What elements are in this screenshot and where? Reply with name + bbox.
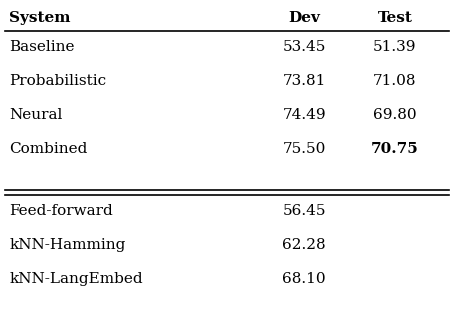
Text: 70.75: 70.75 xyxy=(371,142,419,156)
Text: Dev: Dev xyxy=(288,11,320,25)
Text: System: System xyxy=(9,11,70,25)
Text: Baseline: Baseline xyxy=(9,40,74,54)
Text: Probabilistic: Probabilistic xyxy=(9,74,106,88)
Text: 68.10: 68.10 xyxy=(282,272,326,286)
Text: 56.45: 56.45 xyxy=(282,203,326,218)
Text: 73.81: 73.81 xyxy=(282,74,326,88)
Text: 75.50: 75.50 xyxy=(282,142,326,156)
Text: 62.28: 62.28 xyxy=(282,237,326,252)
Text: Test: Test xyxy=(378,11,412,25)
Text: 69.80: 69.80 xyxy=(373,108,417,122)
Text: Feed-forward: Feed-forward xyxy=(9,203,113,218)
Text: 53.45: 53.45 xyxy=(282,40,326,54)
Text: 74.49: 74.49 xyxy=(282,108,326,122)
Text: kNN-Hamming: kNN-Hamming xyxy=(9,237,125,252)
Text: Combined: Combined xyxy=(9,142,88,156)
Text: 51.39: 51.39 xyxy=(373,40,417,54)
Text: kNN-LangEmbed: kNN-LangEmbed xyxy=(9,272,143,286)
Text: Neural: Neural xyxy=(9,108,63,122)
Text: 71.08: 71.08 xyxy=(373,74,417,88)
